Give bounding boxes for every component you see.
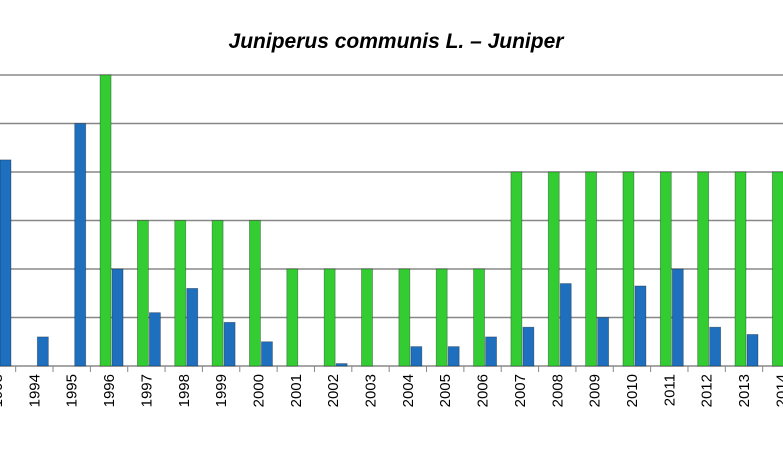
bar — [547, 171, 560, 367]
bar — [249, 220, 261, 367]
bar — [174, 220, 187, 367]
x-tick-label: 2010 — [624, 374, 641, 407]
bar — [473, 268, 485, 367]
bar — [211, 220, 224, 367]
x-tick-label: 2005 — [437, 374, 454, 407]
bar — [286, 268, 299, 367]
x-tick-label: 2000 — [250, 374, 267, 407]
x-tick-label: 1995 — [64, 374, 81, 407]
bar — [510, 171, 523, 367]
bar — [148, 312, 161, 367]
bar — [99, 74, 112, 367]
bar — [447, 346, 460, 367]
bar — [223, 321, 236, 367]
bar — [0, 159, 12, 367]
x-tick-label: 2002 — [325, 374, 342, 407]
bar — [597, 317, 609, 367]
x-tick-label: 2006 — [475, 374, 492, 407]
bar — [709, 326, 722, 367]
bar — [485, 336, 497, 367]
bar — [36, 336, 49, 367]
x-tick-label: 1993 — [0, 374, 6, 407]
x-tick-label: 1999 — [213, 374, 230, 407]
x-tick-label: 1994 — [26, 374, 43, 407]
x-tick-label: 2009 — [587, 374, 604, 407]
x-tick-label: 2004 — [400, 374, 417, 407]
x-tick-label: 1997 — [138, 374, 155, 407]
bar — [361, 268, 373, 367]
bar — [323, 268, 336, 367]
bar — [186, 287, 199, 367]
x-tick-label: 2007 — [512, 374, 529, 407]
bar — [671, 268, 684, 367]
bar — [111, 268, 124, 367]
bar — [634, 285, 647, 367]
bar — [398, 268, 411, 367]
bar — [74, 123, 87, 367]
bar — [771, 171, 783, 367]
x-tick-label: 2001 — [288, 374, 305, 407]
bar — [622, 171, 635, 367]
bar — [435, 268, 448, 367]
x-tick-label: 2013 — [736, 374, 753, 407]
x-tick-label: 2011 — [661, 374, 678, 406]
chart-title: Juniperus communis L. – Juniper — [229, 30, 566, 53]
bar — [734, 171, 747, 367]
x-tick-label: 2003 — [363, 374, 380, 407]
x-tick-label: 1998 — [176, 374, 193, 407]
x-tick-label: 2008 — [549, 374, 566, 407]
bar — [697, 171, 710, 367]
x-tick-label: 2012 — [699, 374, 716, 407]
x-tick-label: 2014 — [773, 374, 783, 407]
bar — [746, 334, 759, 367]
bar — [522, 326, 535, 367]
bar — [659, 171, 672, 367]
bar — [585, 171, 597, 367]
bar — [136, 220, 149, 367]
bar — [335, 363, 348, 367]
bar — [410, 346, 423, 367]
bar — [559, 283, 572, 367]
bar — [261, 341, 273, 367]
x-tick-label: 1996 — [101, 374, 118, 407]
